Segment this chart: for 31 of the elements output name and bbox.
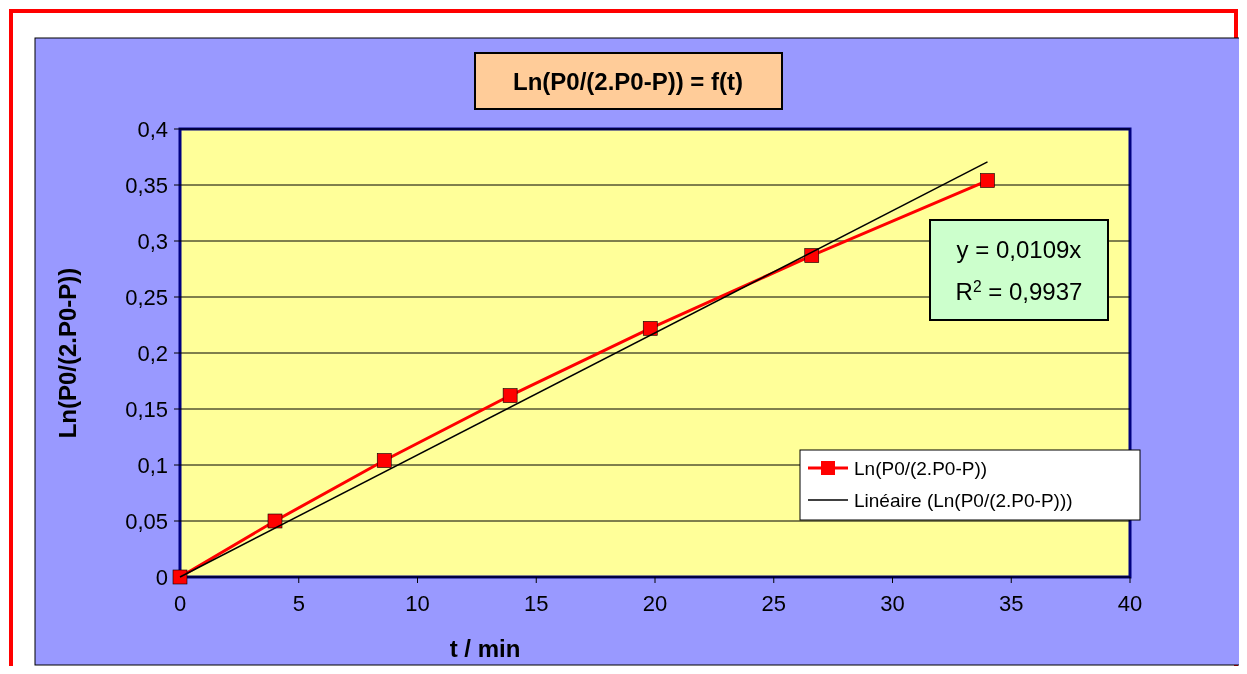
y-tick-label: 0,15 bbox=[125, 397, 168, 422]
annotation: R$^{2}$ = 0,9937 bbox=[955, 277, 1083, 305]
x-tick-label: 0 bbox=[173, 591, 187, 616]
x-axis-title: t / min bbox=[449, 635, 521, 662]
y-tick-label: 0,2 bbox=[137, 341, 168, 366]
x-tick-label: 5 bbox=[292, 591, 305, 616]
point bbox=[172, 569, 188, 585]
point bbox=[267, 513, 283, 529]
x-tick-label: 35 bbox=[999, 591, 1024, 616]
point bbox=[502, 388, 518, 403]
y-tick-label: 0,3 bbox=[137, 229, 168, 254]
point bbox=[642, 321, 658, 336]
y-axis-title: Ln(P0/(2.P0-P)) bbox=[54, 267, 81, 439]
y-tick-label: 0 bbox=[155, 565, 168, 590]
legend-label: Linéaire (Ln(P0/(2.P0-P))) bbox=[854, 490, 1073, 511]
x-tick-label: 10 bbox=[405, 591, 430, 616]
x-tick-label: 30 bbox=[880, 591, 905, 616]
y-tick-label: 0,25 bbox=[125, 285, 168, 310]
legend-label: Ln(P0/(2.P0-P)) bbox=[854, 458, 988, 479]
y-tick-label: 0,05 bbox=[125, 509, 168, 534]
y-tick-label: 0,1 bbox=[137, 453, 168, 478]
y-tick-label: 0,35 bbox=[125, 173, 168, 198]
chart-title: Ln(P0/(2.P0-P)) = f(t) bbox=[512, 68, 744, 95]
x-tick-label: 20 bbox=[642, 591, 668, 616]
x-tick-label: 25 bbox=[761, 591, 786, 616]
point bbox=[376, 453, 392, 468]
annotation: y = 0,0109x bbox=[956, 236, 1082, 263]
x-tick-label: 15 bbox=[524, 591, 549, 616]
x-tick-label: 40 bbox=[1117, 591, 1143, 616]
point bbox=[980, 173, 995, 188]
y-tick-label: 0,4 bbox=[137, 117, 168, 142]
